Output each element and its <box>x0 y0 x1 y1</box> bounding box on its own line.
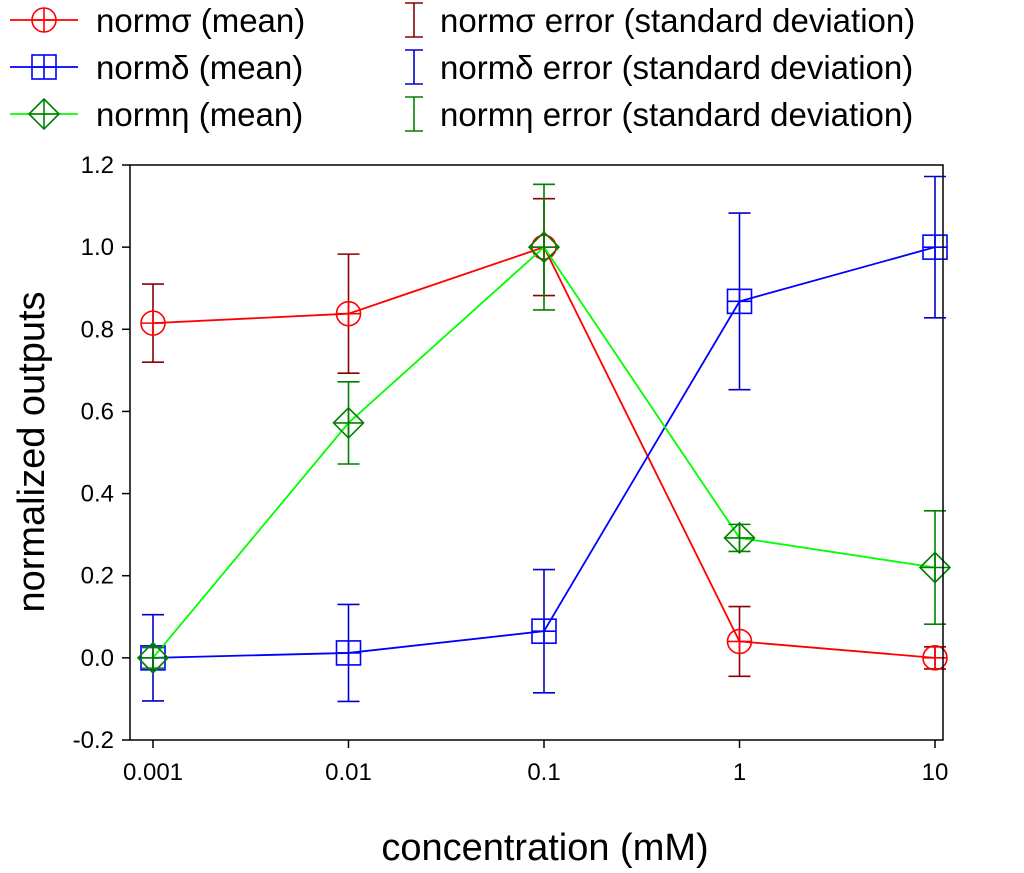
legend-error-label: normη error (standard deviation) <box>440 96 913 133</box>
plot-area <box>136 175 952 703</box>
series-2 <box>140 175 948 703</box>
legend: normσ (mean) normσ error (standard deviat… <box>10 2 915 133</box>
legend-error-label: normδ error (standard deviation) <box>440 49 913 86</box>
data-point <box>723 521 756 555</box>
y-tick-label: 0.0 <box>81 645 114 672</box>
y-tick-label: 0.2 <box>81 563 114 590</box>
data-point <box>527 231 561 264</box>
legend-entry-error-3: normη error (standard deviation) <box>405 96 913 133</box>
x-axis-title: concentration (mM) <box>381 827 708 869</box>
data-point <box>726 628 753 655</box>
data-point <box>922 645 948 671</box>
y-tick-label: 0.4 <box>81 481 114 508</box>
legend-label: normδ (mean) <box>96 49 303 86</box>
plot-frame <box>129 164 944 741</box>
x-tick-label: 0.01 <box>325 759 372 786</box>
x-tick-label: 0.1 <box>527 759 560 786</box>
y-tick-label: -0.2 <box>73 727 114 754</box>
data-point <box>136 641 170 674</box>
legend-label: normη (mean) <box>96 96 303 133</box>
legend-error-label: normσ error (standard deviation) <box>440 2 915 39</box>
series-3 <box>136 183 952 674</box>
data-point <box>332 406 365 440</box>
legend-entry-mean-2: normδ (mean) <box>10 49 303 86</box>
data-point <box>726 288 753 315</box>
x-tick-label: 10 <box>922 759 949 786</box>
data-point <box>335 640 362 666</box>
data-point <box>531 618 557 644</box>
y-tick-label: 0.8 <box>81 316 114 343</box>
axes: -0.2 0.0 0.2 0.4 0.6 0.8 1.0 1.2 0.001 0.01 0.1 1 10 <box>73 152 949 786</box>
legend-label: normσ (mean) <box>96 2 305 39</box>
legend-marker <box>31 54 57 80</box>
y-tick-label: 1.0 <box>81 234 114 261</box>
legend-entry-error-2: normδ error (standard deviation) <box>405 49 913 86</box>
x-tick-label: 0.001 <box>123 759 183 786</box>
data-point <box>335 300 362 327</box>
y-tick-label: 0.6 <box>81 398 114 425</box>
y-axis-title: normalized outputs <box>11 291 53 612</box>
legend-marker <box>31 7 57 33</box>
legend-entry-mean-3: normη (mean) <box>10 96 303 133</box>
legend-entry-mean-1: normσ (mean) <box>10 2 305 39</box>
x-tick-label: 1 <box>733 759 746 786</box>
y-tick-label: 1.2 <box>81 152 114 179</box>
data-point <box>140 310 166 336</box>
legend-marker <box>27 97 61 131</box>
data-point <box>918 551 952 584</box>
legend-entry-error-1: normσ error (standard deviation) <box>405 2 915 39</box>
